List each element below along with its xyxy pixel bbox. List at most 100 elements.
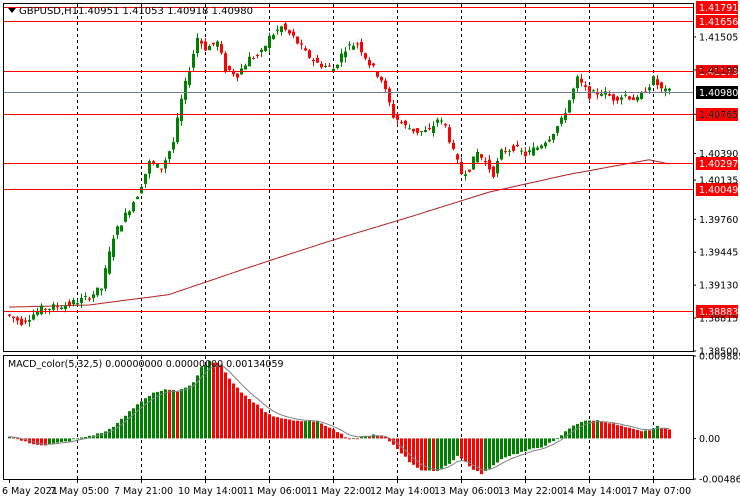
candle-body[interactable] <box>384 80 387 90</box>
candle-body[interactable] <box>460 161 463 175</box>
candle-body[interactable] <box>248 56 251 67</box>
candle-body[interactable] <box>452 143 455 149</box>
candle-body[interactable] <box>636 96 639 101</box>
candle-body[interactable] <box>580 78 583 83</box>
candle-body[interactable] <box>68 301 71 306</box>
candle-body[interactable] <box>564 113 567 121</box>
candle-body[interactable] <box>316 57 319 63</box>
candle-body[interactable] <box>656 79 659 86</box>
candle-body[interactable] <box>208 46 211 51</box>
candle-body[interactable] <box>340 53 343 63</box>
candle-body[interactable] <box>176 117 179 143</box>
candle-body[interactable] <box>124 212 127 222</box>
candle-body[interactable] <box>524 151 527 156</box>
candle-body[interactable] <box>308 50 311 58</box>
candle-body[interactable] <box>652 76 655 85</box>
candle-body[interactable] <box>304 48 307 51</box>
candle-body[interactable] <box>232 70 235 75</box>
candle-body[interactable] <box>584 85 587 87</box>
candle-body[interactable] <box>268 35 271 48</box>
macd-axis[interactable]: 0.0098851 0.00 -0.004867 <box>693 352 740 486</box>
candle-body[interactable] <box>356 43 359 45</box>
candle-body[interactable] <box>436 119 439 123</box>
candle-body[interactable] <box>328 65 331 67</box>
candle-body[interactable] <box>424 130 427 132</box>
candle-body[interactable] <box>344 51 347 58</box>
candle-body[interactable] <box>496 161 499 174</box>
candle-body[interactable] <box>292 31 295 36</box>
candle-body[interactable] <box>152 161 155 164</box>
candle-body[interactable] <box>324 66 327 67</box>
candle-body[interactable] <box>484 161 487 163</box>
candle-body[interactable] <box>32 314 35 320</box>
candle-body[interactable] <box>168 151 171 160</box>
candle-body[interactable] <box>592 90 595 92</box>
candle-body[interactable] <box>408 128 411 130</box>
candle-body[interactable] <box>516 144 519 147</box>
candle-body[interactable] <box>276 29 279 31</box>
candle-body[interactable] <box>628 96 631 100</box>
candle-body[interactable] <box>16 317 19 321</box>
candle-body[interactable] <box>144 173 147 184</box>
candle-body[interactable] <box>392 103 395 118</box>
candle-body[interactable] <box>20 318 23 325</box>
candle-body[interactable] <box>28 320 31 322</box>
candle-body[interactable] <box>664 88 667 92</box>
candle-body[interactable] <box>52 304 55 310</box>
candle-body[interactable] <box>104 268 107 289</box>
candle-body[interactable] <box>288 30 291 34</box>
candle-body[interactable] <box>668 88 671 91</box>
candle-body[interactable] <box>80 298 83 303</box>
candle-body[interactable] <box>528 150 531 153</box>
candle-body[interactable] <box>440 120 443 122</box>
candle-body[interactable] <box>212 42 215 45</box>
candle-body[interactable] <box>204 41 207 51</box>
candle-body[interactable] <box>136 196 139 200</box>
candle-body[interactable] <box>508 150 511 152</box>
candle-body[interactable] <box>300 43 303 45</box>
candle-body[interactable] <box>56 306 59 308</box>
candle-body[interactable] <box>404 120 407 125</box>
candle-body[interactable] <box>48 308 51 310</box>
candle-body[interactable] <box>352 45 355 50</box>
candle-body[interactable] <box>272 35 275 39</box>
candle-body[interactable] <box>660 82 663 89</box>
candle-body[interactable] <box>184 80 187 100</box>
candle-body[interactable] <box>192 53 195 68</box>
candle-body[interactable] <box>332 68 335 72</box>
candle-body[interactable] <box>200 40 203 44</box>
candle-body[interactable] <box>108 251 111 274</box>
candle-body[interactable] <box>416 128 419 133</box>
candle-body[interactable] <box>224 53 227 72</box>
candle-body[interactable] <box>100 288 103 291</box>
candle-body[interactable] <box>412 128 415 132</box>
candle-body[interactable] <box>196 37 199 54</box>
candles-layer[interactable] <box>8 21 671 327</box>
candle-body[interactable] <box>620 97 623 100</box>
candle-body[interactable] <box>420 131 423 133</box>
candle-body[interactable] <box>320 63 323 68</box>
candle-body[interactable] <box>8 314 11 316</box>
collapse-triangle-icon[interactable] <box>8 8 16 13</box>
candle-body[interactable] <box>444 123 447 126</box>
candle-body[interactable] <box>544 142 547 147</box>
candle-body[interactable] <box>72 300 75 305</box>
candle-body[interactable] <box>44 308 47 310</box>
candle-body[interactable] <box>428 128 431 130</box>
candle-body[interactable] <box>264 45 267 51</box>
candle-body[interactable] <box>92 294 95 299</box>
candle-body[interactable] <box>256 54 259 56</box>
candle-body[interactable] <box>364 53 367 59</box>
candle-body[interactable] <box>616 96 619 101</box>
candle-body[interactable] <box>504 151 507 153</box>
candle-body[interactable] <box>348 44 351 46</box>
candle-body[interactable] <box>76 303 79 305</box>
candle-body[interactable] <box>88 298 91 300</box>
candle-body[interactable] <box>312 59 315 62</box>
candle-body[interactable] <box>148 161 151 174</box>
candle-body[interactable] <box>468 169 471 172</box>
candle-body[interactable] <box>60 307 63 309</box>
candle-body[interactable] <box>284 23 287 30</box>
